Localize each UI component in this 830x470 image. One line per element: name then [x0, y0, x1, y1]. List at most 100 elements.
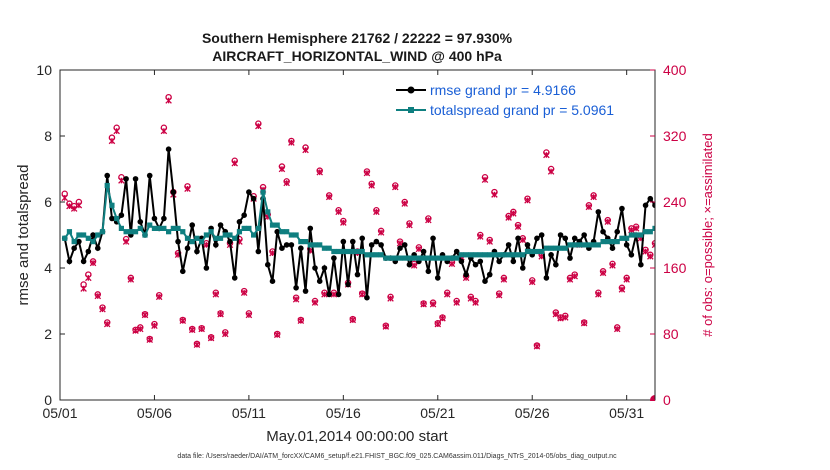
rmse-point [534, 235, 540, 242]
rmse-point [614, 228, 621, 235]
rmse-point [85, 248, 92, 255]
obs-assimilated-point [657, 264, 663, 270]
totalspread-point [468, 252, 474, 258]
obs-assimilated-point [184, 185, 191, 193]
totalspread-point [321, 245, 328, 251]
obs-assimilated-point [747, 292, 753, 298]
totalspread-point [217, 235, 224, 241]
obs-possible-point [761, 330, 766, 335]
obs-possible-point [719, 325, 724, 330]
rmse-point [638, 261, 644, 268]
obs-assimilated-point [335, 208, 342, 216]
rmse-point [817, 252, 823, 258]
obs-possible-point [747, 290, 752, 295]
obs-assimilated-point [368, 182, 375, 189]
rmse-point [557, 232, 564, 238]
totalspread-point [804, 242, 809, 247]
chart-title-line-2: AIRCRAFT_HORIZONTAL_WIND @ 400 hPa [212, 48, 502, 64]
obs-assimilated-point [481, 176, 489, 183]
rmse-point [472, 261, 479, 268]
obs-assimilated-point [278, 165, 286, 173]
rmse-point [401, 242, 408, 248]
totalspread-point [690, 213, 695, 218]
obs-assimilated-point [89, 259, 97, 267]
rmse-point [562, 235, 569, 242]
obs-assimilated-point [217, 310, 224, 318]
totalspread-point [251, 232, 257, 238]
obs-assimilated-point [799, 292, 805, 298]
totalspread-point [326, 245, 332, 251]
rmse-point [378, 242, 384, 248]
y-axis-right-label: # of obs: o=possible; ×=assimilated [700, 133, 715, 336]
y-right-tick-label: 400 [663, 62, 687, 78]
obs-assimilated-point [99, 305, 106, 313]
totalspread-point [416, 255, 422, 261]
totalspread-point [799, 242, 804, 247]
rmse-point [316, 278, 323, 285]
rmse-point [118, 212, 125, 218]
obs-assimilated-point [453, 299, 460, 306]
rmse-point [312, 265, 318, 271]
obs-assimilated-point [528, 278, 536, 286]
obs-assimilated-point [510, 210, 517, 217]
totalspread-point [747, 242, 752, 247]
rmse-point [217, 222, 224, 228]
obs-assimilated-point [443, 291, 451, 298]
totalspread-point [180, 229, 186, 235]
totalspread-point [614, 239, 620, 245]
obs-assimilated-point [613, 325, 621, 333]
obs-assimilated-point [685, 217, 691, 223]
totalspread-point [307, 242, 313, 248]
totalspread-point [288, 232, 294, 238]
legend-spread-marker [408, 107, 414, 113]
totalspread-point [534, 248, 540, 255]
rmse-point [246, 189, 252, 195]
rmse-point [66, 258, 73, 265]
obs-assimilated-point [822, 242, 828, 248]
rmse-point [647, 195, 654, 202]
obs-possible-point [789, 195, 794, 200]
rmse-point [274, 228, 281, 235]
legend: rmse grand pr = 4.9166 totalspread grand… [393, 78, 653, 120]
rmse-point [652, 202, 655, 209]
obs-assimilated-point [207, 334, 215, 342]
obs-possible-point [794, 292, 799, 297]
totalspread-point [123, 229, 129, 235]
rmse-point [264, 261, 271, 268]
totalspread-point [662, 219, 667, 224]
totalspread-point [756, 242, 761, 247]
rmse-point [728, 252, 734, 258]
x-tick-label: 05/01 [42, 405, 77, 421]
rmse-point [761, 265, 767, 271]
rmse-point [326, 291, 332, 298]
obs-assimilated-point [406, 221, 413, 229]
obs-assimilated-point [813, 152, 819, 158]
totalspread-point [118, 225, 124, 231]
totalspread-point [600, 239, 606, 245]
totalspread-point [246, 225, 252, 231]
obs-possible-point [752, 296, 757, 301]
totalspread-point [808, 242, 813, 247]
obs-assimilated-point [647, 253, 654, 260]
obs-assimilated-point [632, 225, 640, 232]
data-file-footer: data file: /Users/raeder/DAI/ATM_forcXX/… [177, 453, 617, 460]
obs-assimilated-point [222, 330, 229, 338]
obs-assimilated-point [137, 325, 144, 333]
totalspread-point [317, 242, 323, 248]
totalspread-point [624, 235, 630, 241]
totalspread-point [439, 255, 446, 261]
obs-assimilated-point [330, 291, 338, 298]
rmse-point [515, 235, 521, 242]
rmse-point [747, 255, 753, 261]
obs-assimilated-point [198, 325, 205, 333]
totalspread-point [822, 242, 827, 247]
obs-assimilated-point [255, 122, 262, 130]
obs-assimilated-point [212, 291, 220, 298]
obs-assimilated-point [732, 236, 738, 242]
y-tick-label: 4 [44, 260, 52, 276]
obs-assimilated-point [392, 183, 399, 191]
rmse-point [368, 242, 375, 248]
obs-assimilated-point [94, 292, 102, 300]
obs-assimilated-point [382, 323, 390, 330]
obs-assimilated-point [761, 331, 767, 337]
